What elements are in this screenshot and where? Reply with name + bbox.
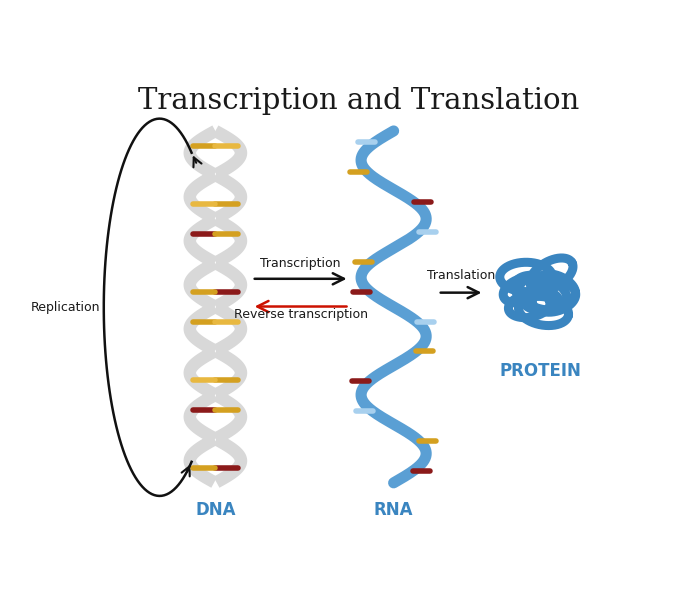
Text: Translation: Translation xyxy=(427,269,495,282)
Text: Transcription: Transcription xyxy=(260,257,341,270)
Text: Reverse transcription: Reverse transcription xyxy=(234,308,368,321)
Text: VectorStock: VectorStock xyxy=(14,580,118,594)
Text: Transcription and Translation: Transcription and Translation xyxy=(138,87,580,115)
Text: Replication: Replication xyxy=(30,301,100,314)
Text: RNA: RNA xyxy=(374,501,414,518)
Text: DNA: DNA xyxy=(195,501,236,518)
Text: PROTEIN: PROTEIN xyxy=(500,362,582,380)
Text: VectorStock.com/21211393: VectorStock.com/21211393 xyxy=(494,580,686,594)
